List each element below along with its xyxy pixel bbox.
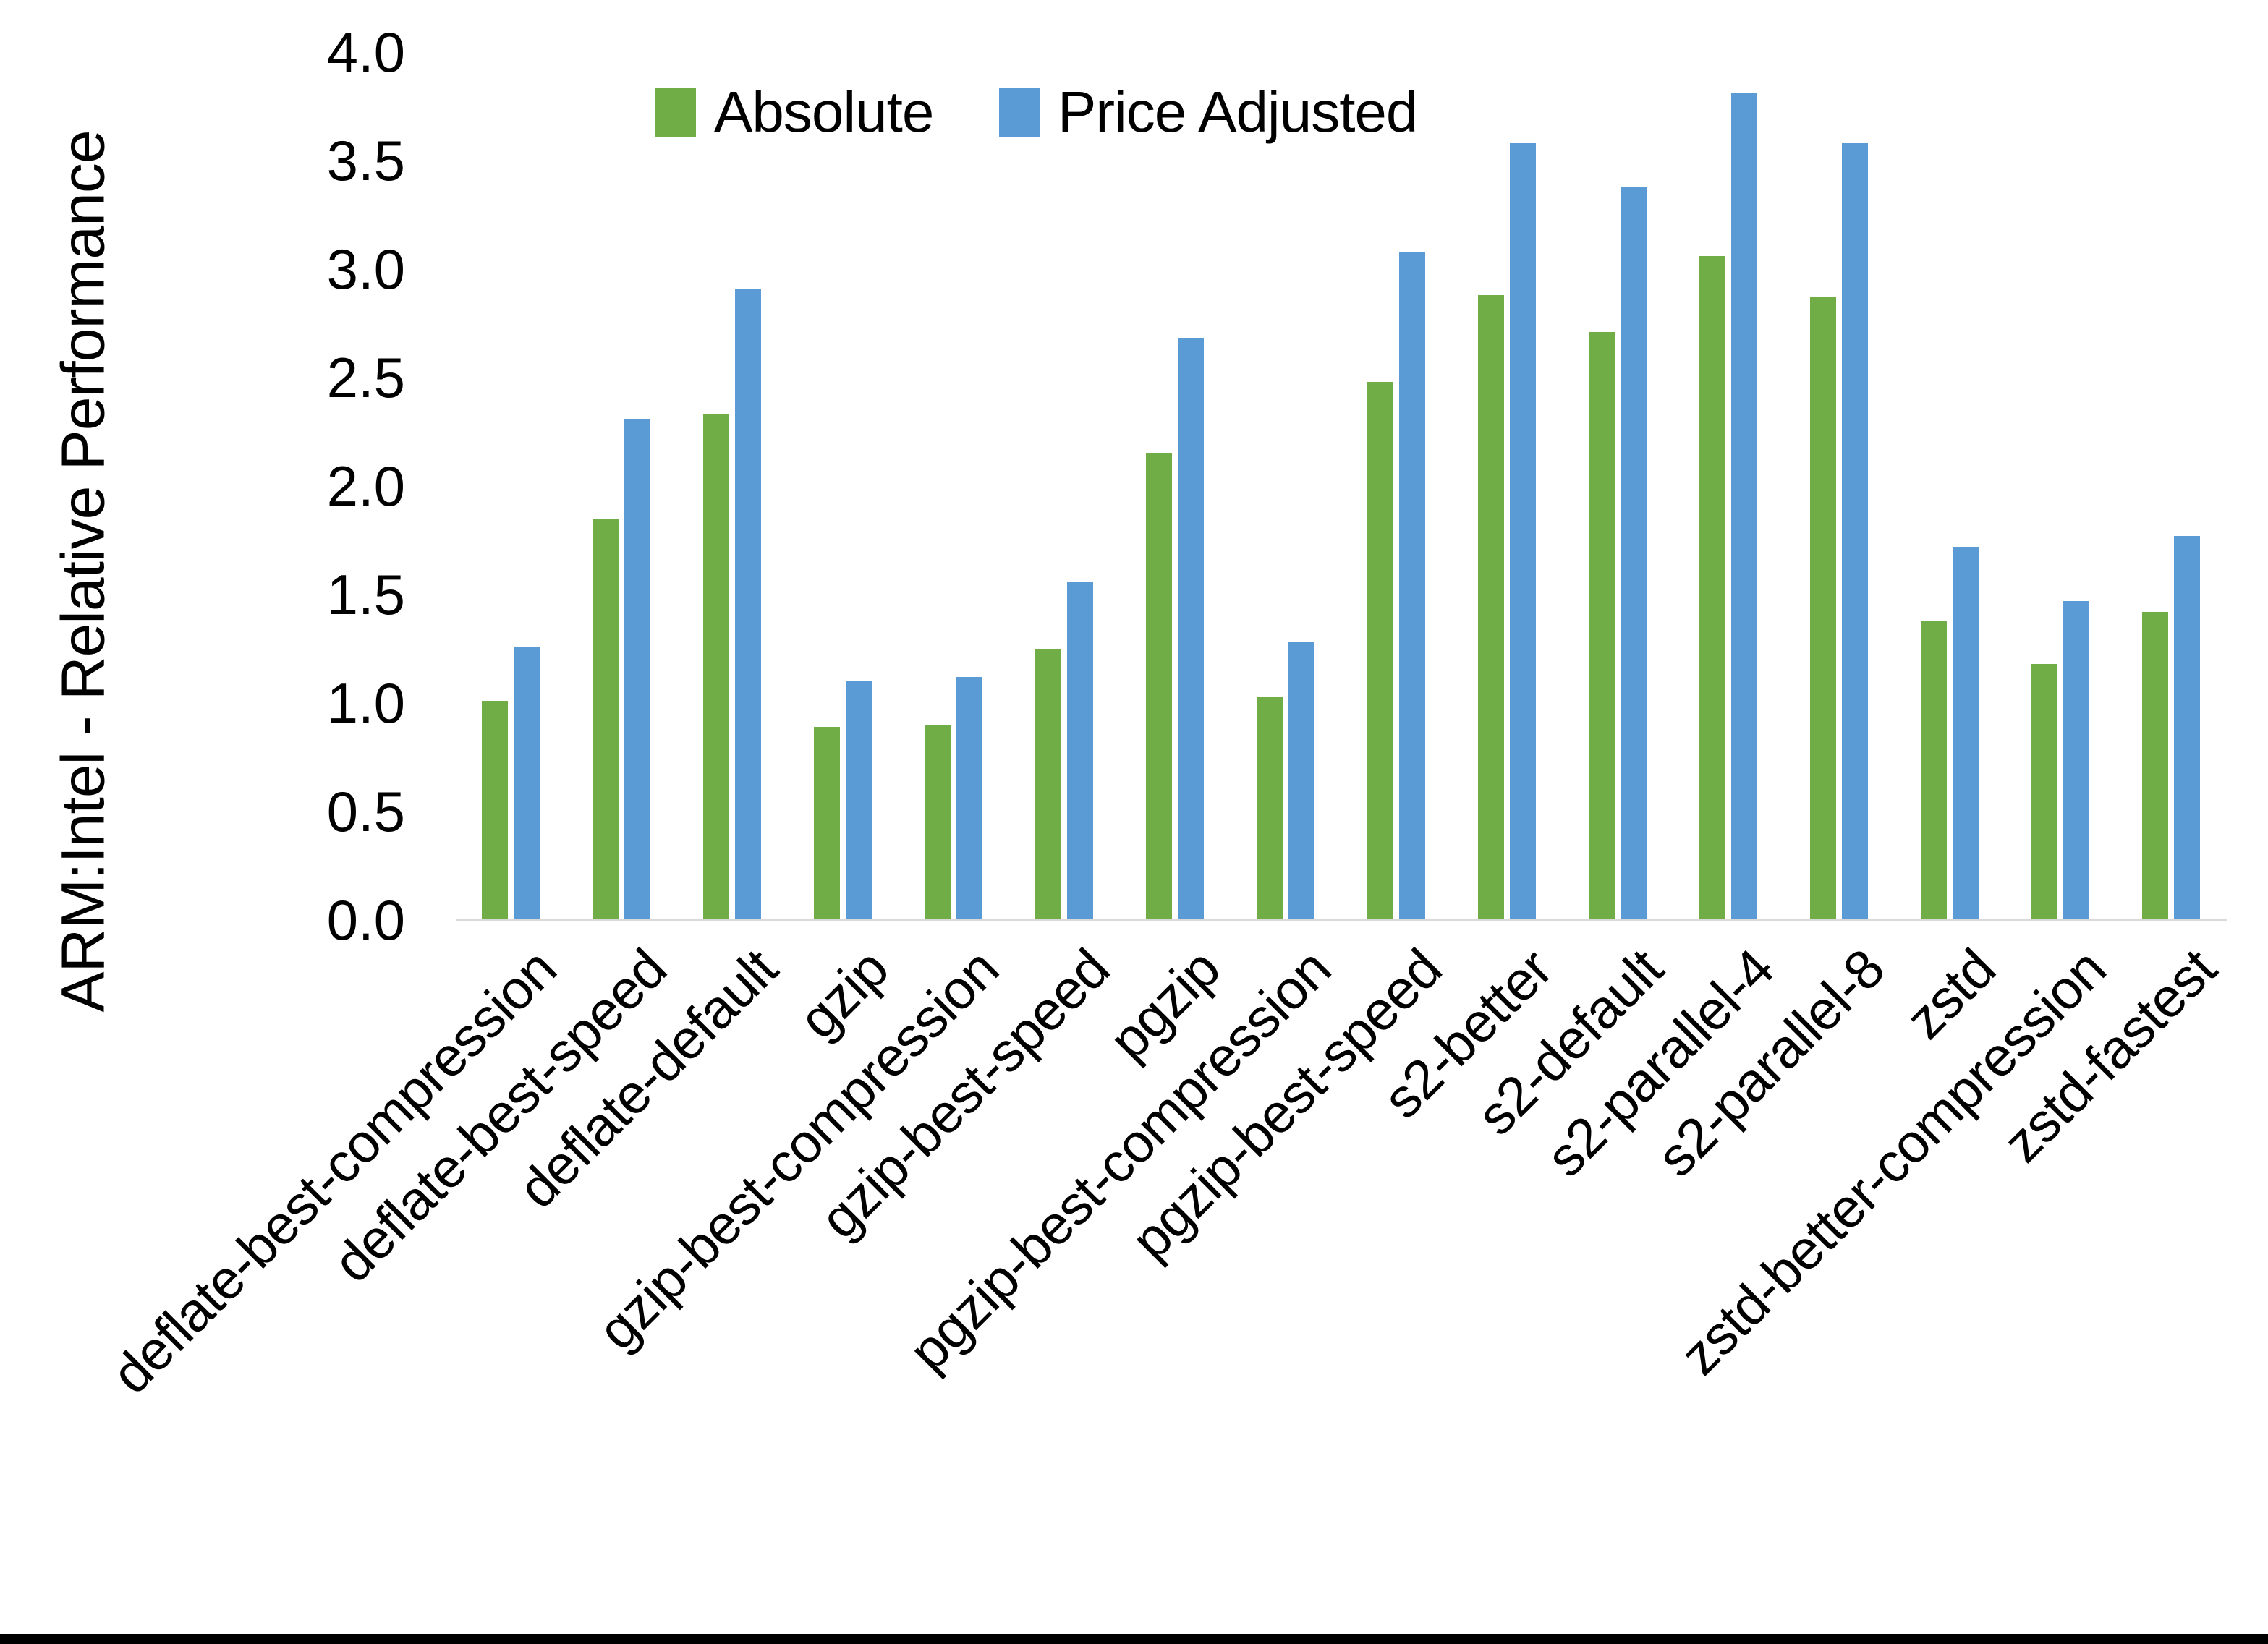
y-tick-label-3.5: 3.5 xyxy=(326,129,405,192)
y-tick-label-0.0: 0.0 xyxy=(326,888,405,952)
bar-price-adjusted-gzip xyxy=(846,681,872,920)
x-tick-label-deflate-best-compression: deflate-best-compression xyxy=(100,937,568,1406)
legend-label-price-adjusted: Price Adjusted xyxy=(1058,80,1418,144)
bar-price-adjusted-pgzip-best-compression xyxy=(1288,642,1314,920)
bar-absolute-gzip-best-compression xyxy=(925,725,951,920)
y-tick-label-2.5: 2.5 xyxy=(326,346,405,409)
bar-absolute-deflate-best-compression xyxy=(482,701,508,920)
bar-price-adjusted-zstd xyxy=(1953,547,1979,920)
bar-price-adjusted-s2-better xyxy=(1510,143,1536,920)
bar-price-adjusted-zstd-better-compression xyxy=(2063,601,2089,920)
legend-label-absolute: Absolute xyxy=(714,80,934,144)
legend-item-absolute: Absolute xyxy=(655,80,934,144)
bar-absolute-deflate-best-speed xyxy=(593,519,619,920)
bar-price-adjusted-pgzip xyxy=(1178,338,1204,920)
bar-absolute-zstd-fastest xyxy=(2142,612,2168,920)
y-axis-title: ARM:Intel - Relative Performance xyxy=(48,130,117,1013)
bar-price-adjusted-gzip-best-speed xyxy=(1067,582,1093,920)
bar-price-adjusted-s2-parallel-4 xyxy=(1731,93,1757,920)
bar-absolute-pgzip xyxy=(1146,453,1172,920)
bar-absolute-zstd-better-compression xyxy=(2031,664,2057,920)
bar-absolute-pgzip-best-speed xyxy=(1367,382,1393,920)
bar-price-adjusted-zstd-fastest xyxy=(2174,536,2200,920)
bar-price-adjusted-deflate-best-speed xyxy=(624,419,650,920)
bar-absolute-gzip-best-speed xyxy=(1035,649,1061,920)
bar-absolute-s2-parallel-8 xyxy=(1810,297,1836,920)
y-tick-label-1.5: 1.5 xyxy=(326,563,405,626)
bar-price-adjusted-pgzip-best-speed xyxy=(1399,252,1425,920)
bar-absolute-s2-better xyxy=(1478,295,1504,920)
legend-swatch-price-adjusted xyxy=(999,88,1040,137)
bar-absolute-deflate-default xyxy=(703,414,729,920)
bar-absolute-s2-default xyxy=(1589,332,1615,920)
bar-absolute-pgzip-best-compression xyxy=(1257,697,1283,920)
bar-price-adjusted-deflate-best-compression xyxy=(514,647,540,920)
y-tick-label-2.0: 2.0 xyxy=(326,454,405,518)
y-tick-label-3.0: 3.0 xyxy=(326,237,405,301)
y-tick-label-0.5: 0.5 xyxy=(326,780,405,843)
legend-swatch-absolute xyxy=(655,88,696,137)
bar-price-adjusted-s2-parallel-8 xyxy=(1842,143,1868,920)
y-tick-label-4.0: 4.0 xyxy=(326,20,405,84)
bar-price-adjusted-gzip-best-compression xyxy=(956,677,982,920)
y-tick-label-1.0: 1.0 xyxy=(326,671,405,735)
bottom-black-bar xyxy=(0,1634,2268,1644)
bar-absolute-s2-parallel-4 xyxy=(1699,256,1725,920)
bar-absolute-zstd xyxy=(1921,621,1947,920)
bar-price-adjusted-s2-default xyxy=(1621,187,1647,920)
x-axis-line xyxy=(456,919,2227,921)
bar-price-adjusted-deflate-default xyxy=(735,289,761,920)
legend-item-price-adjusted: Price Adjusted xyxy=(999,80,1418,144)
bar-absolute-gzip xyxy=(814,727,840,920)
